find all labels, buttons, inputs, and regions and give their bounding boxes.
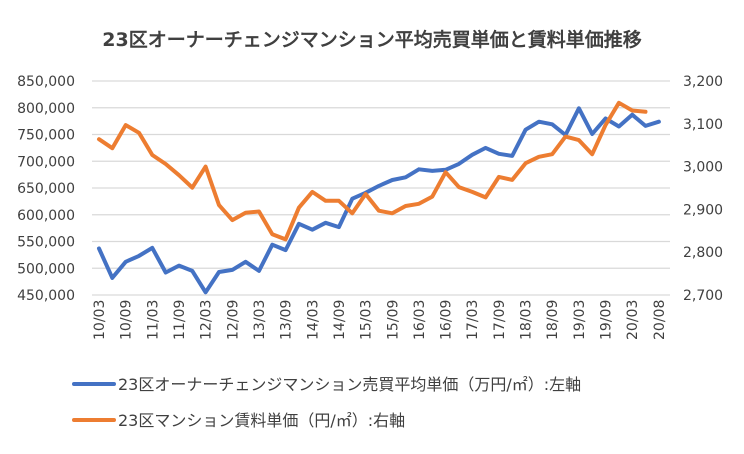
x-tick-label: 10/09 [119,300,135,340]
legend: 23区オーナーチェンジマンション売買平均単価（万円/㎡）:左軸 23区マンション… [72,375,581,430]
x-tick-label: 10/03 [92,300,108,340]
x-tick-label: 15/03 [359,300,375,340]
left-tick-label: 500,000 [17,261,75,277]
left-tick-label: 550,000 [17,235,75,251]
x-tick-label: 16/03 [412,300,428,340]
left-tick-label: 600,000 [17,208,75,224]
x-tick-label: 11/03 [145,300,161,340]
x-tick-label: 14/09 [332,300,348,340]
right-tick-label: 3,100 [683,117,723,133]
x-tick-label: 15/09 [385,300,401,340]
legend-label-rent: 23区マンション賃料単価（円/㎡）:右軸 [118,411,405,430]
x-tick-label: 19/09 [599,300,615,340]
x-tick-label: 17/09 [492,300,508,340]
right-tick-label: 2,700 [683,288,723,304]
x-tick-label: 18/03 [519,300,535,340]
left-tick-label: 700,000 [17,154,75,170]
x-tick-label: 20/08 [652,300,668,340]
left-tick-label: 850,000 [17,74,75,90]
x-tick-label: 18/09 [545,300,561,340]
left-tick-label: 450,000 [17,288,75,304]
x-tick-label: 14/03 [305,300,321,340]
legend-label-sale-price: 23区オーナーチェンジマンション売買平均単価（万円/㎡）:左軸 [118,375,581,394]
x-tick-label: 12/09 [225,300,241,340]
x-axis-ticks: 10/03 10/09 11/03 11/09 12/03 12/09 13/03 13/09… [92,300,668,340]
right-tick-label: 2,900 [683,202,723,218]
x-tick-label: 13/09 [279,300,295,340]
series-line-rent [97,100,648,242]
left-tick-label: 650,000 [17,181,75,197]
left-tick-label: 750,000 [17,128,75,144]
series-line-sale-price [97,106,661,295]
x-tick-label: 13/03 [252,300,268,340]
x-tick-label: 16/09 [439,300,455,340]
right-axis-ticks: 2,700 2,800 2,900 3,000 3,100 3,200 [683,74,723,304]
x-tick-label: 17/03 [465,300,481,340]
right-tick-label: 3,000 [683,160,723,176]
right-tick-label: 2,800 [683,245,723,261]
x-tick-label: 19/03 [572,300,588,340]
x-tick-label: 11/09 [172,300,188,340]
x-tick-label: 12/03 [199,300,215,340]
series-lines [97,100,661,295]
left-tick-label: 800,000 [17,101,75,117]
chart-title: 23区オーナーチェンジマンション平均売買単価と賃料単価推移 [102,28,641,51]
right-tick-label: 3,200 [683,74,723,90]
x-tick-label: 20/03 [625,300,641,340]
left-axis-ticks: 450,000 500,000 550,000 600,000 650,000 700,0… [17,74,75,304]
